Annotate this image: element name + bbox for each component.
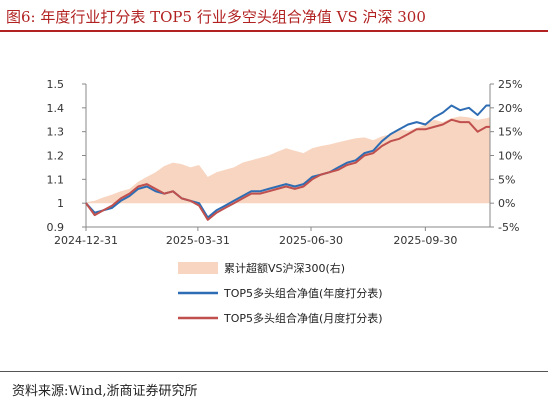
y-right-tick-label: 0% <box>498 197 515 210</box>
y-left-tick-label: 1.3 <box>47 126 65 139</box>
series-area-excess <box>86 116 490 204</box>
x-tick-label: 2024-12-31 <box>54 234 118 247</box>
legend-label: TOP5多头组合净值(年度打分表) <box>223 286 383 300</box>
y-left-tick-label: 1.5 <box>47 78 65 91</box>
y-left-tick-label: 1.4 <box>47 102 65 115</box>
y-left-tick-label: 1.1 <box>47 173 65 186</box>
series-line-monthly <box>85 118 490 221</box>
y-right-tick-label: 10% <box>498 150 522 163</box>
legend-swatch-area <box>178 262 218 274</box>
axes-layer <box>82 83 494 231</box>
x-tick-label: 2025-03-31 <box>166 234 230 247</box>
legend: 累计超额VS沪深300(右) TOP5多头组合净值(年度打分表) TOP5多头组合净… <box>178 261 383 325</box>
tick-labels-layer: 0.9 1 1.1 1.2 1.3 1.4 1.5 -5% 0% 5% 10% 15% 20% 25% 20… <box>47 78 523 247</box>
y-left-tick-label: 0.9 <box>47 221 65 234</box>
source-note: 资料来源:Wind,浙商证券研究所 <box>12 384 198 399</box>
x-tick-label: 2025-06-30 <box>279 234 343 247</box>
title-rule <box>0 30 548 32</box>
y-right-tick-label: 15% <box>498 126 522 139</box>
y-right-tick-label: 20% <box>498 102 522 115</box>
x-tick-label: 2025-09-30 <box>393 234 457 247</box>
lines-layer <box>85 104 490 221</box>
y-left-tick-label: 1 <box>57 197 64 210</box>
y-right-tick-label: 5% <box>498 173 515 186</box>
source-rule <box>0 371 548 372</box>
legend-label: 累计超额VS沪深300(右) <box>224 261 345 275</box>
legend-label: TOP5多头组合净值(月度打分表) <box>223 311 383 325</box>
y-right-tick-label: 25% <box>498 78 522 91</box>
y-right-tick-label: -5% <box>498 221 519 234</box>
excess-area-layer <box>86 116 490 204</box>
figure-title: 图6: 年度行业打分表 TOP5 行业多空头组合净值 VS 沪深 300 <box>6 8 426 26</box>
series-line-annual <box>85 104 490 219</box>
y-left-tick-label: 1.2 <box>47 150 65 163</box>
